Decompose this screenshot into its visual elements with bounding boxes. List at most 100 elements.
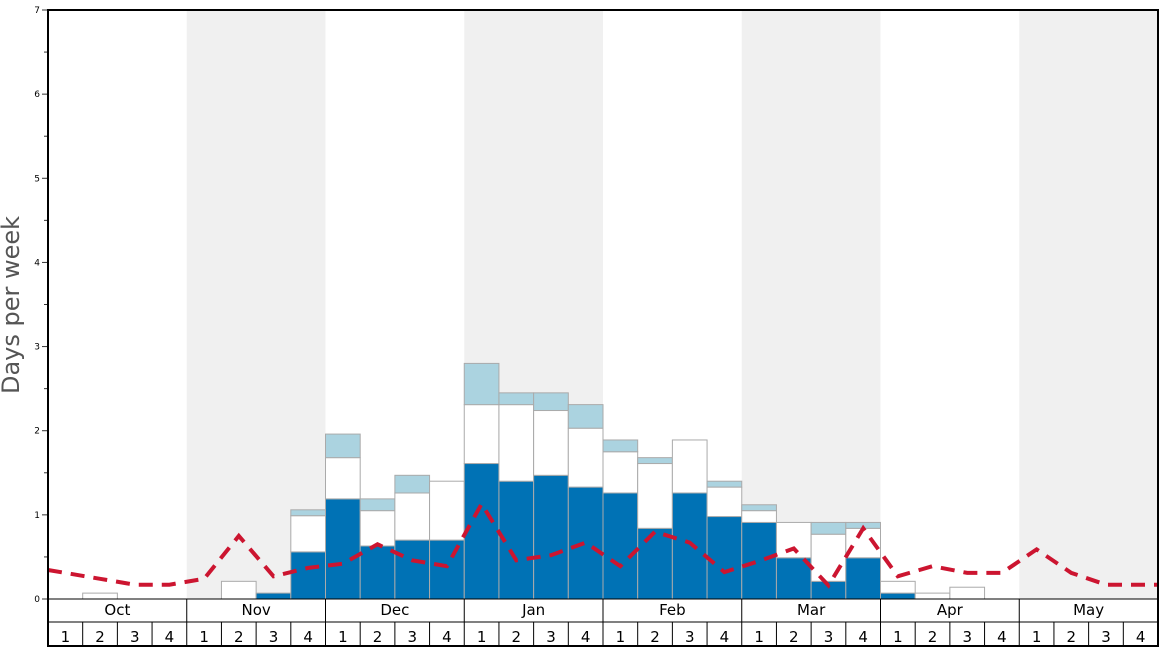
y-tick-label: 7 — [34, 6, 40, 16]
week-label: 3 — [130, 628, 140, 646]
month-shade — [1019, 10, 1158, 599]
bar-segment — [360, 499, 395, 511]
week-label: 2 — [650, 628, 660, 646]
bar-segment — [742, 511, 777, 523]
month-label: Nov — [241, 601, 270, 619]
y-tick-label: 0 — [34, 595, 40, 605]
month-label: Oct — [104, 601, 130, 619]
week-label: 3 — [824, 628, 834, 646]
bar-segment — [603, 493, 638, 599]
week-label: 1 — [754, 628, 764, 646]
bar-segment — [291, 510, 326, 516]
y-tick-label: 2 — [34, 427, 40, 437]
bar-segment — [881, 593, 916, 599]
week-label: 2 — [95, 628, 105, 646]
week-label: 1 — [477, 628, 487, 646]
week-label: 3 — [407, 628, 417, 646]
month-label: Dec — [380, 601, 409, 619]
week-label: 2 — [1067, 628, 1077, 646]
bar-segment — [395, 540, 430, 599]
bar-segment — [672, 440, 707, 493]
week-label: 1 — [61, 628, 71, 646]
week-label: 2 — [789, 628, 799, 646]
bar-segment — [499, 405, 534, 482]
bar-segment — [464, 464, 499, 599]
bar-segment — [464, 405, 499, 464]
y-tick-label: 5 — [34, 174, 40, 184]
bar-segment — [464, 363, 499, 404]
week-label: 4 — [858, 628, 868, 646]
week-label: 3 — [962, 628, 972, 646]
bar-segment — [499, 393, 534, 405]
bar-segment — [221, 581, 256, 599]
y-tick-label: 3 — [34, 343, 40, 353]
bar-segment — [707, 517, 742, 599]
week-label: 1 — [338, 628, 348, 646]
bar-segment — [360, 511, 395, 546]
bar-segment — [707, 481, 742, 487]
week-label: 2 — [234, 628, 244, 646]
bar-segment — [534, 393, 569, 411]
bar-segment — [603, 452, 638, 493]
bar-segment — [430, 481, 465, 540]
week-label: 4 — [1136, 628, 1146, 646]
y-tick-label: 6 — [34, 90, 40, 100]
week-label: 2 — [928, 628, 938, 646]
bar-segment — [811, 522, 846, 534]
bar-segment — [326, 458, 361, 499]
week-label: 3 — [269, 628, 279, 646]
week-label: 3 — [1101, 628, 1111, 646]
bar-segment — [846, 558, 881, 599]
bar-segment — [881, 581, 916, 593]
bar-segment — [950, 587, 985, 599]
week-label: 2 — [512, 628, 522, 646]
month-label: Mar — [797, 601, 826, 619]
y-axis-label: Days per week — [0, 216, 25, 394]
bar-segment — [326, 499, 361, 599]
week-label: 4 — [303, 628, 313, 646]
bar-segment — [707, 487, 742, 516]
week-label: 3 — [685, 628, 695, 646]
week-label: 1 — [1032, 628, 1042, 646]
bar-segment — [395, 475, 430, 493]
bar-segment — [672, 493, 707, 599]
bar-segment — [568, 405, 603, 429]
y-tick-label: 4 — [34, 258, 40, 268]
bar-segment — [638, 528, 673, 599]
bar-segment — [83, 593, 118, 599]
bar-segment — [291, 516, 326, 552]
week-label: 4 — [581, 628, 591, 646]
week-label: 3 — [546, 628, 556, 646]
bar-segment — [811, 534, 846, 581]
bar-segment — [256, 593, 291, 599]
bar-segment — [360, 546, 395, 599]
week-label: 4 — [720, 628, 730, 646]
month-label: Jan — [521, 601, 545, 619]
month-label: Feb — [659, 601, 686, 619]
bar-segment — [603, 440, 638, 452]
week-label: 4 — [165, 628, 175, 646]
week-label: 1 — [616, 628, 626, 646]
bar-segment — [742, 505, 777, 511]
bar-segment — [395, 493, 430, 540]
bar-segment — [742, 522, 777, 599]
bar-segment — [534, 411, 569, 476]
bar-segment — [776, 522, 811, 557]
y-tick-label: 1 — [34, 511, 40, 521]
bar-segment — [430, 540, 465, 599]
bar-segment — [568, 428, 603, 487]
bar-segment — [568, 487, 603, 599]
bar-segment — [638, 464, 673, 529]
bar-segment — [534, 475, 569, 599]
week-label: 2 — [373, 628, 383, 646]
week-label: 4 — [442, 628, 452, 646]
week-label: 1 — [199, 628, 209, 646]
bar-segment — [915, 593, 950, 599]
bar-segment — [326, 434, 361, 458]
bar-segment — [291, 552, 326, 599]
week-label: 1 — [893, 628, 903, 646]
bar-segment — [638, 458, 673, 464]
month-label: May — [1073, 601, 1104, 619]
